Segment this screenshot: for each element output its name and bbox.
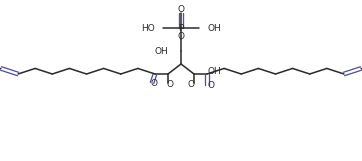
Text: O: O <box>207 80 215 90</box>
Text: OH: OH <box>208 66 222 76</box>
Text: O: O <box>167 80 173 89</box>
Text: OH: OH <box>207 24 221 33</box>
Text: O: O <box>188 80 194 89</box>
Text: O: O <box>151 79 157 87</box>
Text: O: O <box>177 5 185 14</box>
Text: OH: OH <box>154 47 168 56</box>
Text: O: O <box>177 32 185 41</box>
Text: P: P <box>178 24 184 33</box>
Text: HO: HO <box>141 24 155 33</box>
